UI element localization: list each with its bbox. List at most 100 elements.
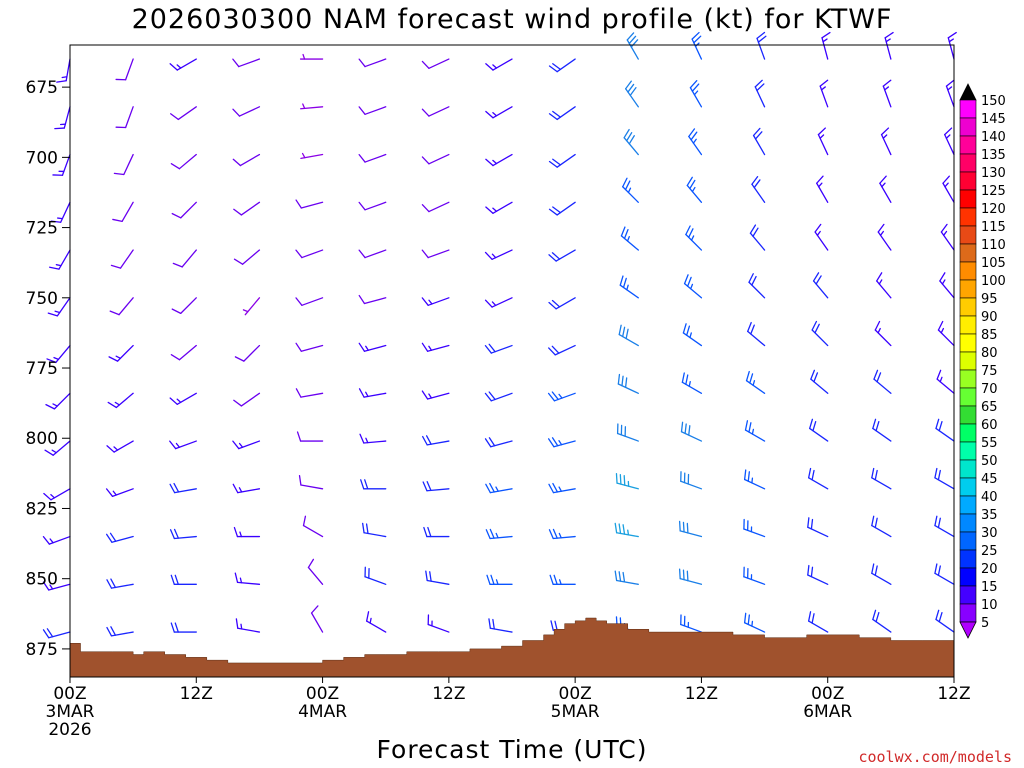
colorbar-bottom-arrow bbox=[959, 621, 977, 639]
x-tick-label: 12Z bbox=[937, 684, 970, 704]
wind-barb bbox=[115, 106, 134, 129]
wind-barb bbox=[359, 433, 387, 444]
wind-barb bbox=[108, 344, 134, 362]
colorbar-segment bbox=[959, 99, 977, 119]
plot-frame bbox=[69, 44, 955, 678]
wind-barb bbox=[625, 80, 639, 108]
wind-barb bbox=[113, 153, 134, 176]
wind-barbs bbox=[42, 31, 957, 639]
wind-barb bbox=[547, 391, 576, 402]
colorbar-label: 40 bbox=[981, 490, 998, 505]
colorbar-segment bbox=[959, 423, 977, 443]
wind-barb bbox=[307, 558, 324, 585]
wind-barb bbox=[234, 344, 261, 362]
wind-barb bbox=[233, 249, 261, 265]
colorbar-label: 110 bbox=[981, 238, 1006, 253]
wind-barb bbox=[169, 482, 197, 494]
wind-barb bbox=[427, 614, 450, 633]
wind-barb bbox=[358, 153, 387, 163]
wind-barb bbox=[364, 566, 387, 585]
wind-barb bbox=[46, 344, 71, 364]
wind-barb bbox=[874, 320, 892, 347]
wind-barb bbox=[358, 201, 387, 211]
wind-barb bbox=[548, 201, 576, 216]
wind-barb bbox=[106, 532, 134, 543]
wind-barb bbox=[232, 483, 261, 494]
wind-barb bbox=[232, 153, 261, 167]
wind-barb bbox=[170, 153, 197, 170]
wind-barb bbox=[810, 369, 829, 394]
y-tick-label: 750 bbox=[26, 289, 58, 309]
wind-barb bbox=[302, 515, 324, 538]
wind-barb bbox=[942, 175, 955, 203]
wind-barb bbox=[819, 79, 829, 108]
colorbar-label: 125 bbox=[981, 184, 1006, 199]
colorbar: 1501451401351301251201151101051009590858… bbox=[959, 83, 1006, 639]
wind-barb bbox=[366, 611, 387, 633]
plot-area bbox=[42, 31, 957, 678]
wind-barb bbox=[423, 526, 450, 538]
wind-barb bbox=[811, 320, 829, 347]
wind-barb bbox=[682, 323, 703, 347]
colorbar-label: 50 bbox=[981, 454, 998, 469]
colorbar-label: 150 bbox=[981, 94, 1006, 109]
wind-barb bbox=[421, 201, 450, 213]
x-tick-label: 6MAR bbox=[803, 702, 852, 722]
wind-barb bbox=[877, 223, 892, 251]
wind-barb bbox=[421, 58, 450, 69]
wind-barb bbox=[106, 626, 134, 637]
colorbar-label: 115 bbox=[981, 220, 1006, 235]
wind-barb bbox=[937, 320, 955, 347]
wind-barb bbox=[614, 522, 639, 538]
x-tick-label: 5MAR bbox=[551, 702, 600, 722]
wind-barb bbox=[751, 176, 766, 203]
colorbar-segment bbox=[959, 549, 977, 569]
wind-barb bbox=[935, 609, 955, 633]
wind-barb bbox=[43, 488, 71, 501]
wind-barb bbox=[619, 275, 639, 299]
plot-background bbox=[70, 45, 954, 677]
wind-barb bbox=[50, 201, 71, 223]
colorbar-segment bbox=[959, 135, 977, 155]
wind-barb bbox=[548, 106, 576, 121]
wind-barb bbox=[106, 440, 134, 453]
colorbar-label: 55 bbox=[981, 436, 998, 451]
wind-barb bbox=[232, 440, 261, 450]
wind-barb bbox=[615, 472, 639, 490]
colorbar-segment bbox=[959, 333, 977, 353]
wind-barb bbox=[743, 469, 766, 490]
wind-barb bbox=[808, 611, 829, 633]
wind-barb bbox=[680, 421, 703, 442]
wind-barb bbox=[945, 79, 955, 108]
wind-barb bbox=[689, 79, 703, 108]
wind-barb bbox=[821, 31, 831, 60]
wind-barb bbox=[295, 297, 324, 306]
wind-barb bbox=[484, 343, 513, 354]
colorbar-label: 45 bbox=[981, 472, 998, 487]
wind-barb bbox=[678, 520, 703, 538]
wind-barb bbox=[548, 58, 576, 73]
y-tick-label: 850 bbox=[26, 570, 58, 590]
wind-barb bbox=[485, 106, 513, 119]
x-axis-label: Forecast Time (UTC) bbox=[377, 735, 648, 764]
wind-barb bbox=[295, 249, 324, 259]
wind-barb bbox=[169, 440, 197, 450]
colorbar-label: 75 bbox=[981, 364, 998, 379]
colorbar-segment bbox=[959, 387, 977, 407]
colorbar-segment bbox=[959, 225, 977, 245]
wind-barb bbox=[884, 31, 894, 60]
wind-barb bbox=[680, 471, 703, 490]
wind-barb bbox=[947, 31, 957, 60]
wind-barb bbox=[425, 570, 450, 585]
wind-barb bbox=[233, 392, 261, 407]
wind-barb bbox=[485, 58, 513, 71]
wind-barb bbox=[748, 273, 766, 299]
x-tick-label: 00Z bbox=[559, 684, 592, 704]
wind-barb bbox=[421, 297, 450, 306]
wind-barb bbox=[232, 106, 261, 117]
wind-barb bbox=[171, 201, 197, 219]
x-tick-label: 3MAR bbox=[46, 702, 95, 722]
colorbar-label: 95 bbox=[981, 292, 998, 307]
